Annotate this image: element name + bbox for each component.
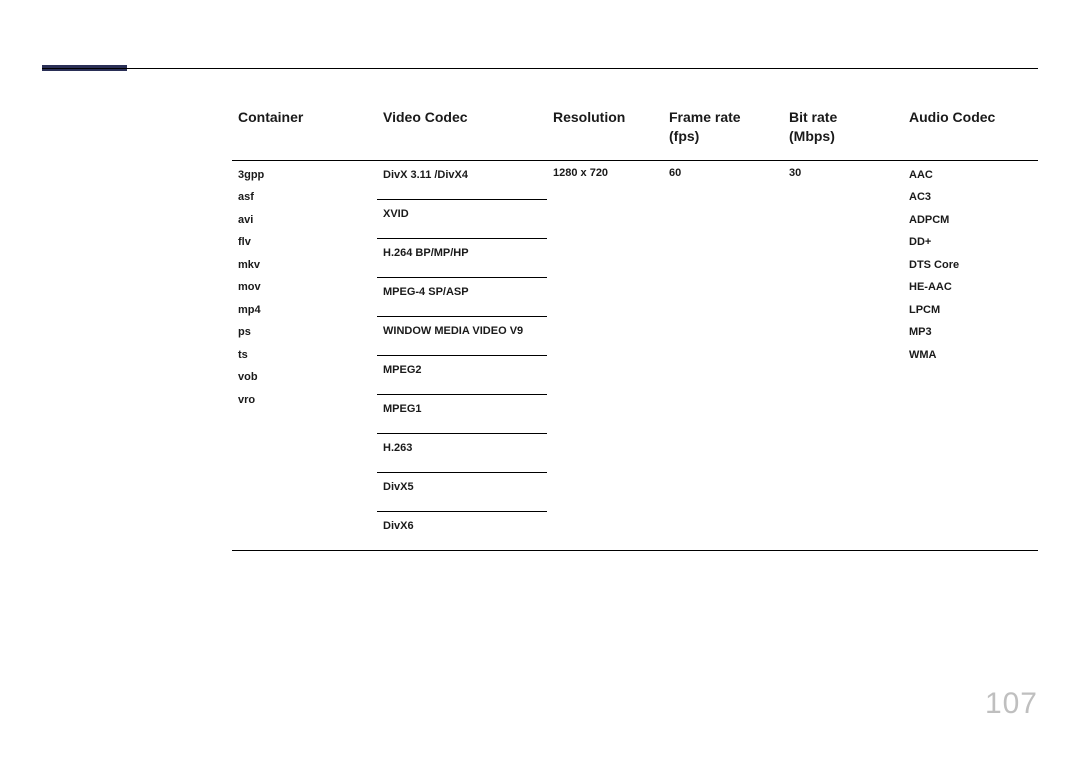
container-item: avi [238,212,371,235]
video-codec-item: DivX 3.11 /DivX4 [377,161,547,200]
container-item: asf [238,189,371,212]
col-header-bit-rate: Bit rate (Mbps) [783,100,903,160]
col-header-container: Container [232,100,377,160]
resolution-cell: 1280 x 720 [547,160,663,550]
container-item: mp4 [238,302,371,325]
page-number: 107 [985,687,1038,721]
audio-codec-item: MP3 [909,324,1032,347]
col-header-resolution: Resolution [547,100,663,160]
video-codec-item: MPEG2 [377,356,547,395]
video-codec-item: XVID [377,200,547,239]
audio-codec-cell: AACAC3ADPCMDD+DTS CoreHE-AACLPCMMP3WMA [903,160,1038,550]
container-item: flv [238,234,371,257]
audio-codec-item: WMA [909,347,1032,370]
audio-codec-item: LPCM [909,302,1032,325]
table-body-row: 3gppasfaviflvmkvmovmp4pstsvobvro DivX 3.… [232,160,1038,550]
container-item: vob [238,369,371,392]
audio-codec-item: DD+ [909,234,1032,257]
video-codec-item: DivX6 [377,512,547,550]
video-codec-cell: DivX 3.11 /DivX4XVIDH.264 BP/MP/HPMPEG-4… [377,160,547,550]
container-item: mkv [238,257,371,280]
video-codec-item: H.264 BP/MP/HP [377,239,547,278]
col-header-video-codec: Video Codec [377,100,547,160]
video-codec-item: WINDOW MEDIA VIDEO V9 [377,317,547,356]
container-item: ts [238,347,371,370]
audio-codec-item: HE-AAC [909,279,1032,302]
container-item: vro [238,392,371,415]
frame-rate-cell: 60 [663,160,783,550]
audio-codec-item: ADPCM [909,212,1032,235]
container-item: mov [238,279,371,302]
video-codec-item: H.263 [377,434,547,473]
container-item: ps [238,324,371,347]
container-cell: 3gppasfaviflvmkvmovmp4pstsvobvro [232,160,377,550]
audio-codec-item: AC3 [909,189,1032,212]
video-codec-item: MPEG1 [377,395,547,434]
col-header-audio-codec: Audio Codec [903,100,1038,160]
video-codec-item: DivX5 [377,473,547,512]
table-header-row: Container Video Codec Resolution Frame r… [232,100,1038,160]
page: Container Video Codec Resolution Frame r… [0,0,1080,763]
bit-rate-cell: 30 [783,160,903,550]
audio-codec-item: AAC [909,167,1032,190]
codec-table-wrap: Container Video Codec Resolution Frame r… [232,100,1038,551]
audio-codec-item: DTS Core [909,257,1032,280]
col-header-frame-rate: Frame rate (fps) [663,100,783,160]
codec-table: Container Video Codec Resolution Frame r… [232,100,1038,551]
container-item: 3gpp [238,167,371,190]
top-rule [42,68,1038,69]
video-codec-item: MPEG-4 SP/ASP [377,278,547,317]
